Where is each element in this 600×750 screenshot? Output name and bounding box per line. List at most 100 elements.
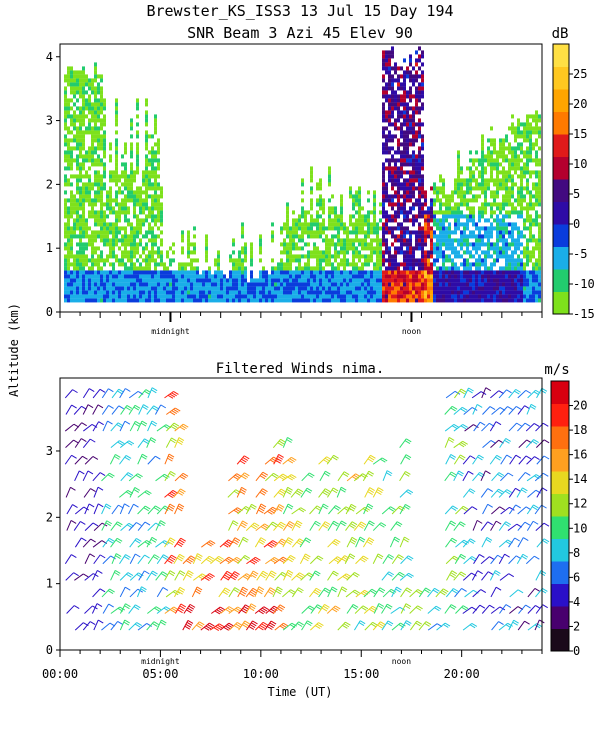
- snr-cell: [211, 274, 214, 279]
- snr-cell: [157, 254, 160, 259]
- snr-cell: [130, 246, 133, 251]
- snr-cell: [472, 206, 475, 211]
- snr-cell: [478, 294, 481, 299]
- snr-cell: [175, 282, 178, 287]
- snr-cell: [418, 174, 421, 179]
- snr-cell: [433, 186, 436, 191]
- snr-cell: [94, 282, 97, 287]
- snr-cell: [475, 182, 478, 187]
- snr-cell: [118, 274, 121, 279]
- snr-cell: [445, 298, 448, 303]
- snr-cell: [112, 246, 115, 251]
- snr-cell: [181, 238, 184, 243]
- snr-cell: [364, 290, 367, 295]
- snr-cell: [265, 270, 268, 275]
- snr-cell: [502, 278, 505, 283]
- snr-cell: [490, 278, 493, 283]
- snr-cell: [487, 186, 490, 191]
- snr-cell: [397, 214, 400, 219]
- snr-cell: [334, 274, 337, 279]
- snr-cell: [211, 290, 214, 295]
- snr-cell: [139, 282, 142, 287]
- snr-cell: [535, 170, 538, 175]
- snr-cell: [124, 202, 127, 207]
- snr-cell: [385, 166, 388, 171]
- snr-cell: [403, 122, 406, 127]
- snr-cell: [115, 242, 118, 247]
- snr-cell: [382, 66, 385, 71]
- snr-cell: [142, 182, 145, 187]
- wind-barb: [119, 440, 135, 449]
- snr-cell: [400, 222, 403, 227]
- snr-cell: [109, 274, 112, 279]
- snr-cell: [343, 266, 346, 271]
- snr-cell: [427, 206, 430, 211]
- snr-cell: [265, 298, 268, 303]
- snr-cell: [370, 246, 373, 251]
- wind-colorbar-tick-label: 16: [573, 448, 587, 462]
- snr-cell: [301, 270, 304, 275]
- snr-cell: [457, 150, 460, 155]
- snr-cell: [196, 258, 199, 263]
- snr-cell: [220, 290, 223, 295]
- snr-cell: [415, 122, 418, 127]
- snr-cell: [388, 282, 391, 287]
- snr-cell: [94, 182, 97, 187]
- snr-cell: [430, 270, 433, 275]
- snr-cell: [496, 206, 499, 211]
- snr-cell: [304, 262, 307, 267]
- snr-cell: [259, 274, 262, 279]
- snr-cell: [355, 190, 358, 195]
- snr-cell: [484, 186, 487, 191]
- snr-cell: [85, 154, 88, 159]
- snr-cell: [76, 166, 79, 171]
- snr-cell: [442, 190, 445, 195]
- snr-cell: [103, 166, 106, 171]
- snr-cell: [337, 262, 340, 267]
- snr-cell: [484, 190, 487, 195]
- snr-cell: [412, 214, 415, 219]
- snr-cell: [433, 246, 436, 251]
- snr-cell: [364, 254, 367, 259]
- snr-cell: [289, 274, 292, 279]
- snr-cell: [124, 142, 127, 147]
- snr-cell: [70, 122, 73, 127]
- snr-cell: [124, 238, 127, 243]
- snr-cell: [283, 274, 286, 279]
- snr-cell: [370, 282, 373, 287]
- wind-barb: [372, 457, 388, 465]
- snr-cell: [415, 138, 418, 143]
- snr-cell: [157, 250, 160, 255]
- snr-cell: [88, 78, 91, 83]
- snr-cell: [409, 90, 412, 95]
- snr-cell: [391, 158, 394, 163]
- snr-cell: [82, 254, 85, 259]
- snr-cell: [430, 278, 433, 283]
- wind-barb: [336, 486, 347, 498]
- snr-cell: [397, 94, 400, 99]
- snr-cell: [379, 210, 382, 215]
- snr-cell: [400, 294, 403, 299]
- snr-cell: [532, 158, 535, 163]
- snr-cell: [106, 282, 109, 287]
- snr-cell: [496, 282, 499, 287]
- snr-cell: [487, 182, 490, 187]
- wind-barb: [345, 503, 357, 515]
- snr-cell: [337, 238, 340, 243]
- snr-cell: [334, 242, 337, 247]
- snr-cell: [493, 282, 496, 287]
- snr-cell: [403, 298, 406, 303]
- snr-cell: [85, 290, 88, 295]
- snr-cell: [424, 262, 427, 267]
- snr-cell: [418, 274, 421, 279]
- snr-cell: [100, 294, 103, 299]
- snr-cell: [130, 266, 133, 271]
- snr-cell: [160, 214, 163, 219]
- snr-cell: [82, 234, 85, 239]
- snr-cell: [163, 286, 166, 291]
- wind-barb: [489, 454, 502, 465]
- snr-cell: [364, 246, 367, 251]
- wind-barb: [273, 473, 289, 482]
- snr-cell: [115, 142, 118, 147]
- snr-cell: [433, 190, 436, 195]
